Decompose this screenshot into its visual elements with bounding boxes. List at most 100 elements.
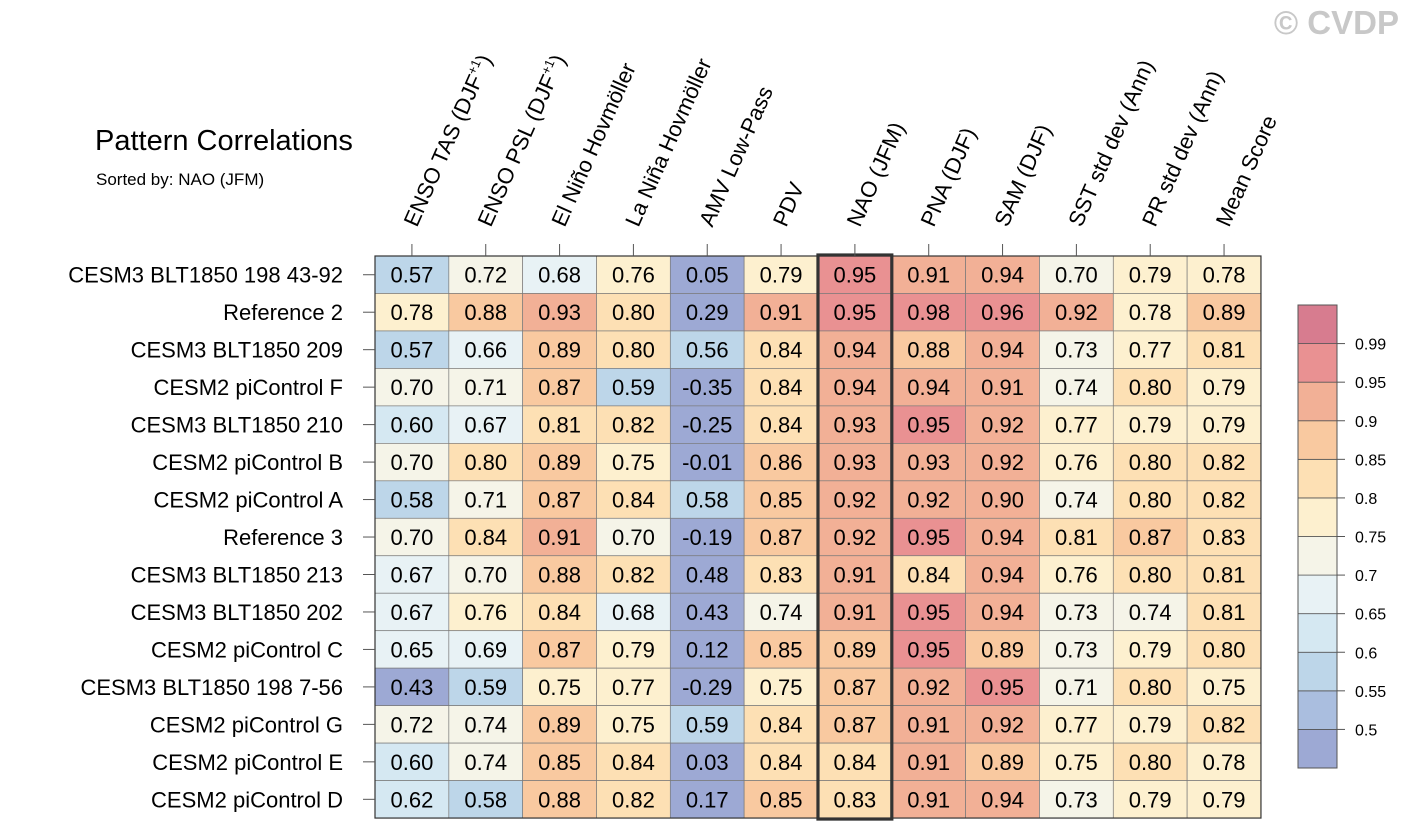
row-label: CESM2 piControl C	[151, 637, 343, 662]
cell-value: 0.74	[1055, 375, 1098, 400]
cell-value: 0.95	[907, 413, 950, 438]
cell-value: 0.98	[907, 300, 950, 325]
cell-value: 0.80	[612, 300, 655, 325]
cell-value: 0.78	[1203, 263, 1246, 288]
cell-value: 0.75	[760, 675, 803, 700]
chart-subtitle: Sorted by: NAO (JFM)	[96, 170, 265, 189]
cell-value: 0.58	[464, 787, 507, 812]
cell-value: 0.93	[833, 450, 876, 475]
heatmap-cell	[448, 705, 524, 744]
heatmap-cell	[374, 667, 450, 706]
heatmap-cell	[374, 330, 450, 369]
heatmap-cell	[1112, 742, 1188, 781]
heatmap-cell	[817, 742, 893, 781]
colorbar-label: 0.95	[1355, 375, 1386, 392]
colorbar-segment	[1297, 304, 1338, 344]
heatmap-cell	[448, 443, 524, 482]
cell-value: 0.71	[464, 375, 507, 400]
cell-value: 0.93	[907, 450, 950, 475]
cell-value: 0.72	[464, 263, 507, 288]
column-label-text: PDV	[768, 178, 809, 230]
cell-value: 0.84	[538, 600, 581, 625]
cell-value: 0.88	[538, 562, 581, 587]
colorbar-label: 0.7	[1355, 568, 1377, 585]
heatmap-cell	[1186, 517, 1262, 557]
heatmap-cell	[669, 555, 745, 594]
heatmap-cell	[448, 630, 524, 669]
heatmap-cell	[1039, 368, 1114, 407]
cell-value: 0.89	[538, 450, 581, 475]
row-label: Reference 3	[223, 525, 343, 550]
heatmap-cell	[1039, 405, 1114, 444]
colorbar-label: 0.5	[1355, 722, 1377, 739]
cell-value: 0.67	[391, 600, 434, 625]
cell-value: -0.19	[682, 525, 732, 550]
cell-value: 0.71	[464, 488, 507, 513]
heatmap-cell	[817, 780, 893, 819]
heatmap-cell	[448, 667, 524, 706]
cell-value: 0.57	[391, 263, 434, 288]
column-label-text: Mean Score	[1211, 111, 1282, 230]
cell-value: 0.79	[612, 637, 655, 662]
heatmap-cell	[522, 742, 597, 781]
heatmap-cell	[743, 555, 819, 594]
heatmap-cell	[1186, 555, 1262, 594]
colorbar-segment	[1297, 729, 1338, 769]
heatmap-cell	[669, 780, 745, 819]
heatmap-cell	[522, 630, 597, 669]
heatmap-cell	[817, 667, 893, 706]
heatmap-cell	[1039, 742, 1114, 781]
heatmap-cell	[448, 368, 524, 407]
cell-value: 0.87	[538, 488, 581, 513]
cell-value: 0.43	[391, 675, 434, 700]
heatmap-cell	[596, 742, 671, 781]
heatmap-cell	[965, 667, 1040, 706]
heatmap-cell	[743, 405, 819, 444]
cell-value: 0.57	[391, 338, 434, 363]
colorbar-label: 0.99	[1355, 337, 1386, 354]
cell-value: 0.94	[981, 787, 1024, 812]
cell-value: 0.94	[833, 375, 876, 400]
heatmap-cell	[965, 517, 1040, 557]
row-label: CESM3 BLT1850 209	[131, 338, 343, 363]
cell-value: 0.95	[981, 675, 1024, 700]
cell-value: 0.75	[612, 712, 655, 737]
cell-value: 0.82	[1203, 712, 1246, 737]
cell-value: -0.35	[682, 375, 732, 400]
cell-value: 0.95	[907, 525, 950, 550]
heatmap-cell	[596, 405, 671, 444]
colorbar-label: 0.85	[1355, 452, 1386, 469]
cell-value: 0.29	[686, 300, 729, 325]
cell-value: 0.73	[1055, 787, 1098, 812]
colorbar-segment	[1297, 458, 1338, 499]
cell-value: 0.17	[686, 787, 729, 812]
cell-value: 0.73	[1055, 338, 1098, 363]
cell-value: 0.89	[1203, 300, 1246, 325]
cell-value: 0.80	[1129, 450, 1172, 475]
cell-value: 0.82	[612, 787, 655, 812]
heatmap-cell	[1112, 592, 1188, 632]
cell-value: 0.70	[1055, 263, 1098, 288]
cell-value: 0.80	[1129, 488, 1172, 513]
cell-value: 0.60	[391, 413, 434, 438]
cell-value: 0.84	[612, 750, 655, 775]
cell-value: 0.62	[391, 787, 434, 812]
cell-value: 0.84	[612, 488, 655, 513]
heatmap-cell	[1039, 630, 1114, 669]
heatmap-cell	[1039, 330, 1114, 369]
heatmap-cell	[891, 255, 966, 294]
cell-value: 0.80	[1129, 375, 1172, 400]
cell-value: 0.91	[538, 525, 581, 550]
cell-value: 0.84	[907, 562, 950, 587]
cell-value: 0.80	[464, 450, 507, 475]
colorbar-segment	[1297, 381, 1338, 422]
heatmap-cell	[1112, 443, 1188, 482]
heatmap-cell	[596, 592, 671, 632]
cell-value: 0.48	[686, 562, 729, 587]
heatmap-cell	[817, 592, 893, 632]
heatmap-cell	[1039, 592, 1114, 632]
cell-value: 0.75	[1055, 750, 1098, 775]
cell-value: 0.94	[981, 525, 1024, 550]
cell-value: 0.92	[833, 525, 876, 550]
colorbar-segment	[1297, 343, 1338, 383]
